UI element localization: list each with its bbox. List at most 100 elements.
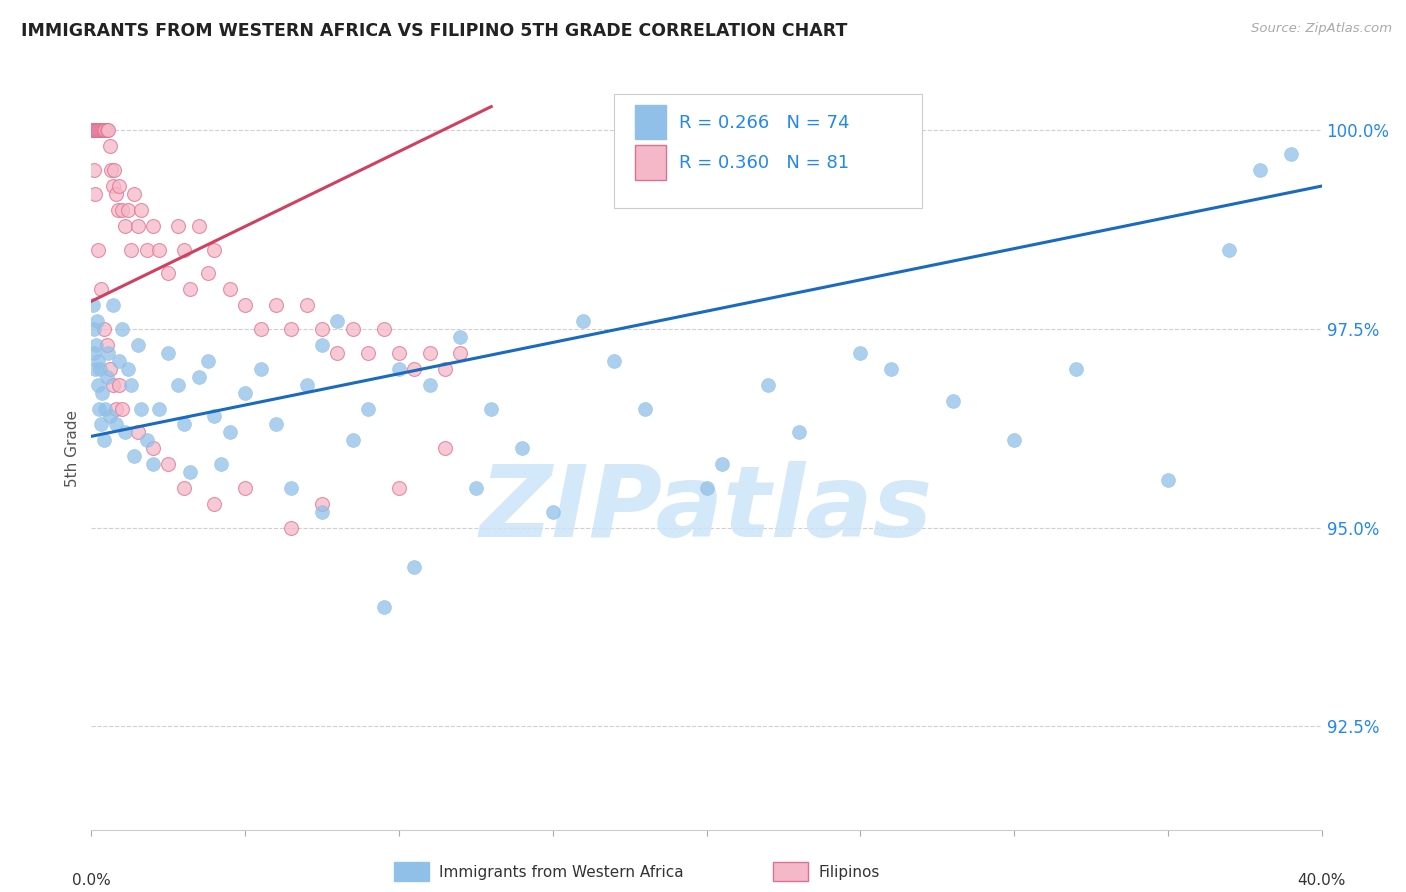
Point: [404, 560, 426, 574]
Point: [90, 282, 112, 296]
Point: [94, 401, 117, 416]
Point: [94, 123, 117, 137]
Point: [373, 600, 395, 615]
Point: [479, 401, 502, 416]
Point: [96, 123, 118, 137]
Point: [434, 442, 457, 456]
Point: [218, 282, 240, 296]
Point: [388, 481, 411, 495]
Text: ZIPatlas: ZIPatlas: [479, 461, 934, 558]
Y-axis label: 5th Grade: 5th Grade: [65, 409, 80, 487]
Point: [108, 179, 131, 194]
Point: [179, 282, 201, 296]
Point: [97, 346, 120, 360]
Point: [449, 346, 471, 360]
Point: [342, 434, 364, 448]
Point: [197, 267, 219, 281]
Point: [111, 322, 134, 336]
Point: [100, 163, 122, 178]
Point: [1279, 147, 1302, 161]
Point: [82, 123, 104, 137]
Point: [541, 505, 564, 519]
Point: [373, 322, 395, 336]
Point: [202, 409, 225, 424]
Point: [142, 457, 165, 471]
Point: [142, 219, 165, 233]
Point: [111, 401, 134, 416]
Point: [849, 346, 872, 360]
Point: [91, 385, 114, 400]
Point: [233, 481, 256, 495]
Point: [120, 243, 142, 257]
Point: [603, 354, 626, 368]
Point: [1218, 243, 1240, 257]
Text: Source: ZipAtlas.com: Source: ZipAtlas.com: [1251, 22, 1392, 36]
Text: IMMIGRANTS FROM WESTERN AFRICA VS FILIPINO 5TH GRADE CORRELATION CHART: IMMIGRANTS FROM WESTERN AFRICA VS FILIPI…: [21, 22, 848, 40]
Point: [83, 123, 105, 137]
Point: [233, 385, 256, 400]
Point: [280, 521, 302, 535]
Point: [218, 425, 240, 440]
Point: [91, 123, 114, 137]
Point: [166, 377, 188, 392]
Point: [695, 481, 717, 495]
Point: [86, 123, 108, 137]
Point: [941, 393, 963, 408]
Point: [101, 179, 124, 194]
Point: [127, 425, 149, 440]
Point: [280, 481, 302, 495]
Point: [93, 322, 115, 336]
Point: [880, 361, 903, 376]
Point: [326, 346, 349, 360]
Point: [419, 377, 441, 392]
Point: [357, 401, 380, 416]
Point: [84, 338, 107, 352]
Point: [120, 377, 142, 392]
Point: [129, 202, 152, 217]
Point: [127, 219, 149, 233]
Point: [209, 457, 232, 471]
Point: [108, 377, 131, 392]
Point: [295, 298, 318, 312]
Point: [157, 457, 180, 471]
Point: [434, 361, 457, 376]
Point: [173, 243, 195, 257]
Point: [249, 361, 271, 376]
Point: [84, 123, 107, 137]
Point: [388, 361, 411, 376]
Point: [311, 338, 333, 352]
Text: 40.0%: 40.0%: [1298, 873, 1346, 888]
Point: [103, 163, 125, 178]
Point: [91, 123, 114, 137]
Point: [83, 163, 105, 178]
Point: [173, 481, 195, 495]
Point: [84, 361, 107, 376]
Point: [188, 369, 211, 384]
Point: [101, 377, 124, 392]
Point: [449, 330, 471, 344]
Point: [82, 123, 104, 137]
Point: [87, 354, 110, 368]
Point: [157, 267, 180, 281]
Point: [86, 314, 108, 328]
Bar: [636, 105, 666, 139]
Point: [311, 505, 333, 519]
Point: [311, 497, 333, 511]
Point: [357, 346, 380, 360]
Point: [142, 442, 165, 456]
Point: [117, 361, 139, 376]
Point: [388, 346, 411, 360]
Text: Immigrants from Western Africa: Immigrants from Western Africa: [439, 865, 683, 880]
Point: [83, 322, 105, 336]
Point: [87, 123, 110, 137]
Point: [572, 314, 595, 328]
Point: [202, 497, 225, 511]
Text: R = 0.360   N = 81: R = 0.360 N = 81: [679, 154, 849, 172]
Point: [1249, 163, 1271, 178]
Point: [105, 417, 127, 432]
Point: [96, 369, 118, 384]
Point: [1064, 361, 1087, 376]
Point: [129, 401, 152, 416]
Point: [84, 123, 107, 137]
FancyBboxPatch shape: [614, 94, 922, 208]
